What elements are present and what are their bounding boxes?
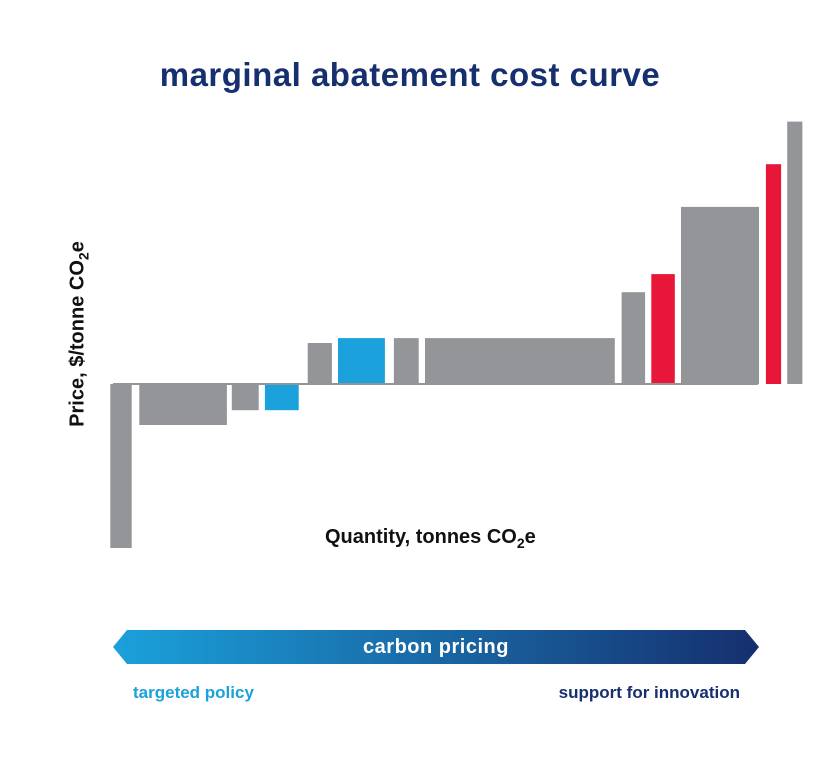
- mac-bar-9-standard: [621, 292, 646, 384]
- mac-bar-13-standard: [787, 121, 803, 384]
- bars-group: [110, 121, 803, 548]
- x-axis-label-tail: e: [524, 526, 536, 548]
- mac-bar-10-innovation: [651, 274, 675, 384]
- y-axis-label-subscript: 2: [75, 252, 92, 261]
- carbon-pricing-label: carbon pricing: [363, 636, 509, 658]
- mac-bar-4-targeted: [264, 384, 299, 411]
- mac-bar-8-standard: [425, 338, 615, 384]
- mac-bar-7-standard: [393, 338, 419, 384]
- mac-bar-11-standard: [681, 206, 759, 384]
- carbon-pricing-arrow: carbon pricing: [113, 630, 759, 664]
- mac-bar-2-standard: [139, 384, 227, 425]
- mac-bar-6-targeted: [338, 338, 385, 384]
- chart-title: marginal abatement cost curve: [159, 56, 661, 93]
- mac-bar-3-standard: [231, 384, 259, 411]
- targeted-policy-label: targeted policy: [133, 683, 254, 702]
- double-arrow-icon: [113, 630, 759, 664]
- mac-bar-5-standard: [307, 343, 332, 384]
- x-axis-label-subscript: 2: [516, 535, 525, 551]
- x-axis-label-main: Quantity, tonnes CO: [325, 526, 517, 548]
- x-axis-label: Quantity, tonnes CO2e: [325, 526, 536, 551]
- y-axis-label: Price, $/tonne CO2e: [66, 241, 92, 427]
- y-axis-label-tail: e: [66, 241, 89, 253]
- y-axis-label-main: Price, $/tonne CO: [66, 260, 89, 427]
- mac-bar-1-standard: [110, 384, 132, 548]
- support-for-innovation-label: support for innovation: [558, 683, 740, 702]
- mac-bar-12-innovation: [765, 164, 782, 384]
